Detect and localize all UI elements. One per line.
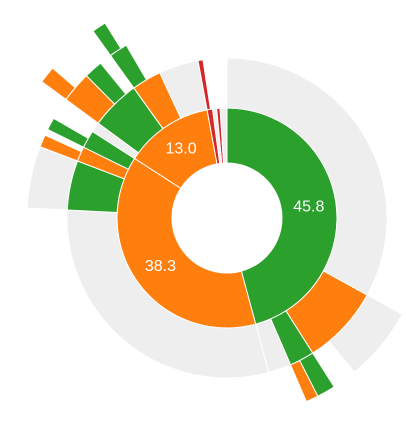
sunburst-segment: [219, 107, 228, 164]
sunburst-segment: [39, 134, 83, 162]
sunburst-segment: [41, 67, 77, 101]
sunburst-segment: [85, 62, 127, 105]
segment-label: 13.0: [165, 141, 196, 158]
sunburst-segment: [47, 117, 89, 148]
segment-label: 45.8: [293, 198, 324, 215]
sunburst-segment: [66, 209, 270, 379]
sunburst-segment: [328, 294, 403, 373]
sunburst-segment: [197, 59, 212, 111]
sunburst-segment: [226, 57, 388, 296]
sunburst-segment: [92, 22, 122, 57]
segment-label: 38.3: [145, 258, 176, 275]
